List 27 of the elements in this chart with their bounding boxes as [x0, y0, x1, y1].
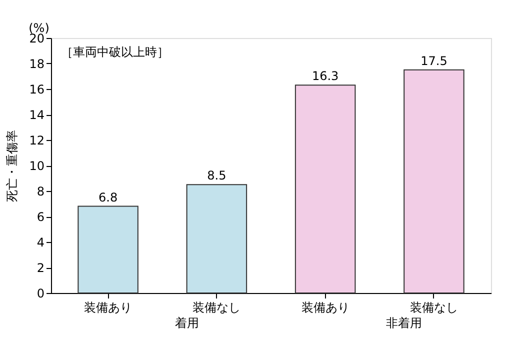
data-label: 8.5: [207, 168, 226, 183]
x-tick-label: 装備あり: [301, 300, 350, 314]
y-tick-label: 0: [36, 286, 44, 300]
data-label: 16.3: [312, 69, 339, 84]
y-tick-label: 16: [29, 82, 44, 96]
bar: [294, 84, 356, 294]
y-tick-label: 2: [36, 261, 44, 275]
y-tick-label: 6: [36, 210, 44, 224]
text: (%): [28, 21, 50, 35]
x-tick-label: 装備なし: [410, 300, 458, 314]
y-tick-label: 10: [29, 159, 44, 173]
y-tick-label: 14: [29, 108, 44, 122]
text: ［車両中破以上時］: [61, 45, 169, 59]
text: 着用: [174, 316, 199, 330]
y-tick-label: 18: [29, 57, 44, 71]
bar: [78, 206, 138, 294]
y-tick-label: 8: [36, 184, 44, 198]
data-label: 6.8: [98, 190, 118, 204]
y-tick-label: 12: [29, 134, 44, 148]
y-axis-title: 死亡・重傷率: [5, 130, 20, 202]
y-tick-label: 4: [36, 236, 44, 250]
bar: [404, 69, 464, 294]
x-tick-label: 装備なし: [192, 300, 241, 314]
data-label: 17.5: [420, 54, 448, 68]
text: 非着用: [386, 316, 422, 330]
x-tick-label: 装備あり: [84, 300, 132, 314]
bar: [186, 184, 248, 294]
